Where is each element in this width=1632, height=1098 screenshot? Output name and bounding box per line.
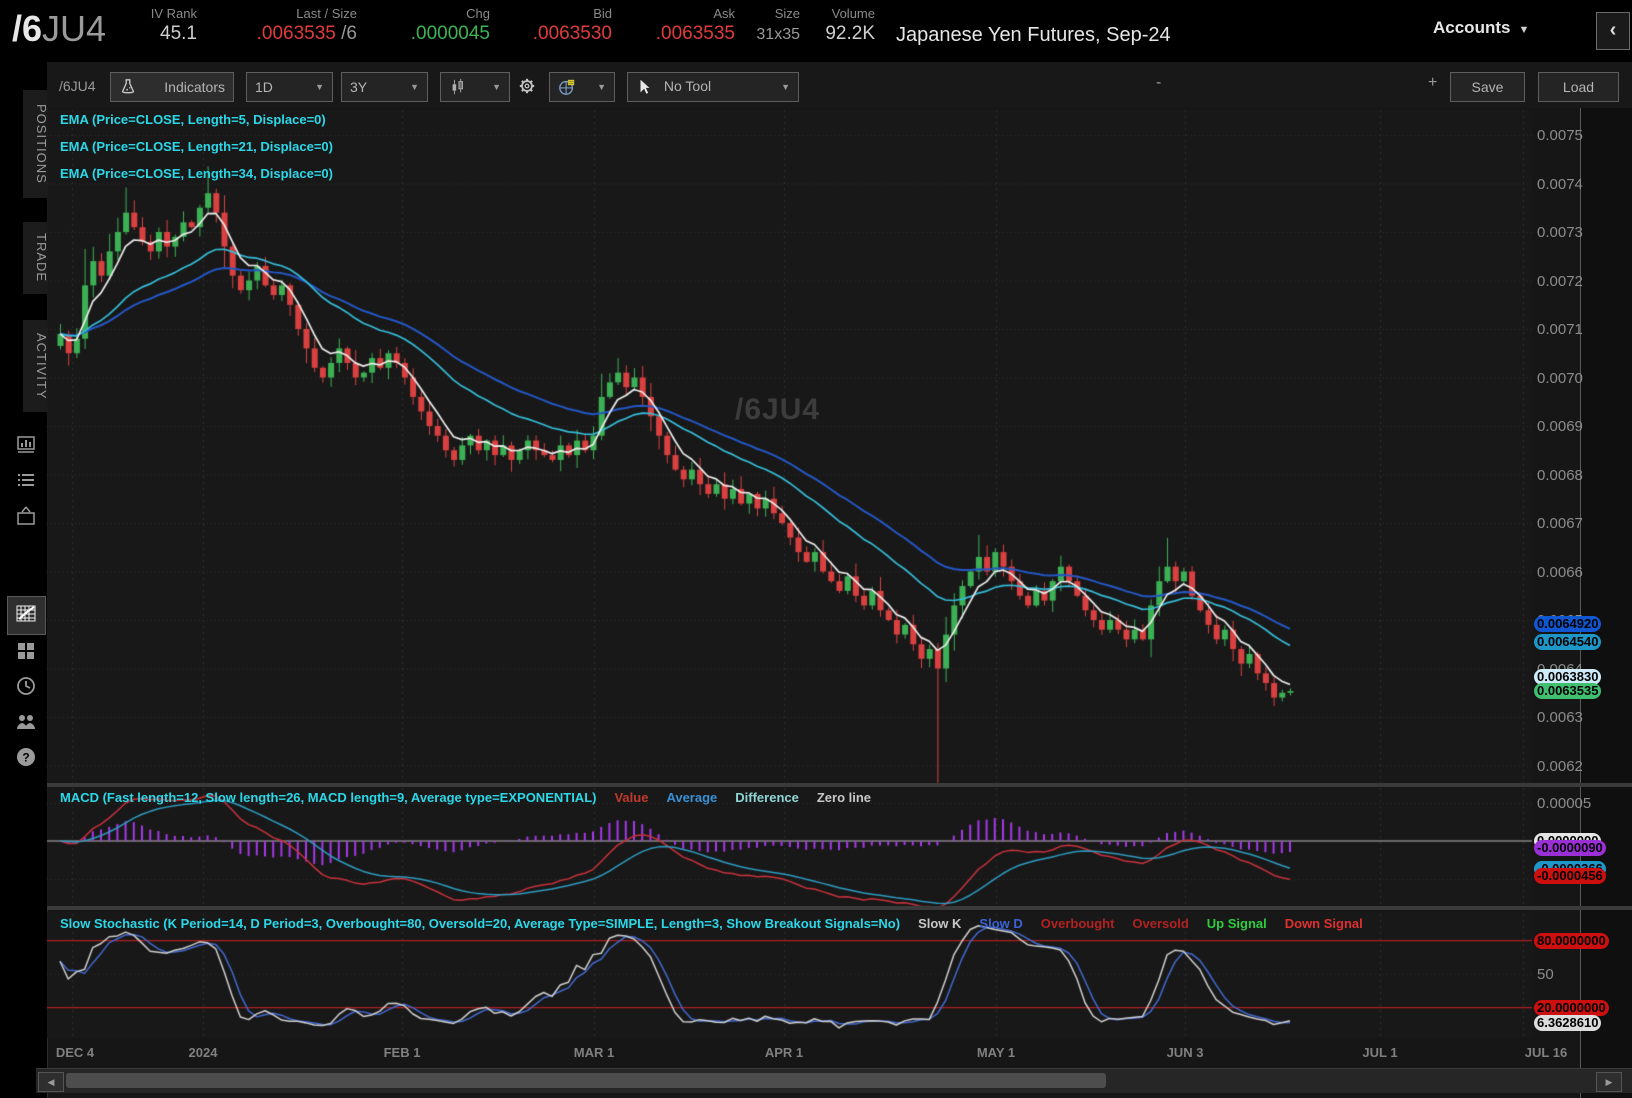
legend-item: Slow D xyxy=(979,916,1023,931)
ema34-study-label[interactable]: EMA (Price=CLOSE, Length=34, Displace=0) xyxy=(60,166,333,181)
legend-item: Slow K xyxy=(918,916,962,931)
macd-legend: Value Average Difference Zero line xyxy=(596,790,871,805)
chevron-down-icon: ▼ xyxy=(410,82,419,92)
gear-icon xyxy=(518,77,536,94)
active-tool-dropdown[interactable]: No Tool ▼ xyxy=(627,72,799,102)
scrollbar-thumb[interactable] xyxy=(66,1073,1106,1088)
ema21-price-bubble: 0.0064540 xyxy=(1534,634,1602,651)
chevron-down-icon: ▼ xyxy=(315,82,324,92)
chart-toolbar: /6JU4 Indicators 1D ▼ 3Y ▼ ▼ ▼ No Tool ▼ -… xyxy=(47,62,1632,108)
legend-item: Difference xyxy=(735,790,799,805)
legend-item: Value xyxy=(614,790,649,805)
legend-item: Zero line xyxy=(816,790,872,805)
chevron-down-icon: ▼ xyxy=(492,82,501,92)
stoch-legend: Slow K Slow D Overbought Oversold Up Signal D… xyxy=(900,916,1363,931)
chevron-down-icon: ▼ xyxy=(781,82,790,92)
macd-study-label[interactable]: MACD (Fast length=12, Slow length=26, MA… xyxy=(60,790,597,805)
range-dropdown[interactable]: 3Y ▼ xyxy=(341,72,428,102)
indicators-button[interactable]: Indicators xyxy=(110,72,234,102)
horizontal-scrollbar[interactable]: ◀ ▶ xyxy=(36,1068,1632,1093)
arrow-left-icon: ◀ xyxy=(47,1077,55,1087)
legend-item: Oversold xyxy=(1132,916,1189,931)
timeframe-dropdown[interactable]: 1D ▼ xyxy=(246,72,333,102)
stoch-study-label[interactable]: Slow Stochastic (K Period=14, D Period=3… xyxy=(60,916,901,931)
chart-type-dropdown[interactable]: ▼ xyxy=(440,72,510,102)
panel-separator[interactable] xyxy=(47,906,1632,910)
chart-settings-button[interactable] xyxy=(518,77,536,95)
arrow-right-icon: ▶ xyxy=(1605,1077,1613,1087)
chevron-down-icon: ▼ xyxy=(597,82,606,92)
legend-item: Down Signal xyxy=(1284,916,1363,931)
zoom-in-button[interactable]: + xyxy=(1428,74,1438,91)
chart-watermark: /6JU4 xyxy=(735,393,821,426)
macd-study-row: MACD (Fast length=12, Slow length=26, MA… xyxy=(60,790,871,805)
drawing-set-icon xyxy=(558,78,576,96)
panel-separator[interactable] xyxy=(47,783,1632,787)
last-price-bubble: 0.0063535 xyxy=(1534,683,1602,700)
candlestick-icon xyxy=(449,78,467,96)
chart-symbol-label: /6JU4 xyxy=(59,78,96,94)
stoch-study-row: Slow Stochastic (K Period=14, D Period=3… xyxy=(60,916,1363,931)
legend-item: Up Signal xyxy=(1206,916,1267,931)
scroll-right-button[interactable]: ▶ xyxy=(1596,1072,1622,1092)
oversold-bubble: 20.0000000 xyxy=(1534,999,1609,1016)
ema5-study-label[interactable]: EMA (Price=CLOSE, Length=5, Displace=0) xyxy=(60,112,326,127)
macd-difference-bubble: -0.0000090 xyxy=(1534,839,1606,856)
macd-value-bubble: -0.0000456 xyxy=(1534,867,1606,884)
ema21-study-label[interactable]: EMA (Price=CLOSE, Length=21, Displace=0) xyxy=(60,139,333,154)
legend-item: Overbought xyxy=(1040,916,1115,931)
ema34-price-bubble: 0.0064920 xyxy=(1534,615,1602,632)
zoom-out-button[interactable]: - xyxy=(1156,74,1162,91)
scroll-left-button[interactable]: ◀ xyxy=(38,1072,64,1092)
legend-item: Average xyxy=(666,790,718,805)
load-button[interactable]: Load xyxy=(1538,72,1619,102)
drawing-tools-dropdown[interactable]: ▼ xyxy=(549,72,615,102)
ema5-price-bubble: 0.0063830 xyxy=(1534,668,1602,685)
save-button[interactable]: Save xyxy=(1450,72,1525,102)
indicators-beaker-icon xyxy=(119,78,137,96)
slow-k-bubble: 6.3628610 xyxy=(1534,1014,1602,1031)
overbought-bubble: 80.0000000 xyxy=(1534,932,1609,949)
cursor-icon xyxy=(636,78,654,94)
